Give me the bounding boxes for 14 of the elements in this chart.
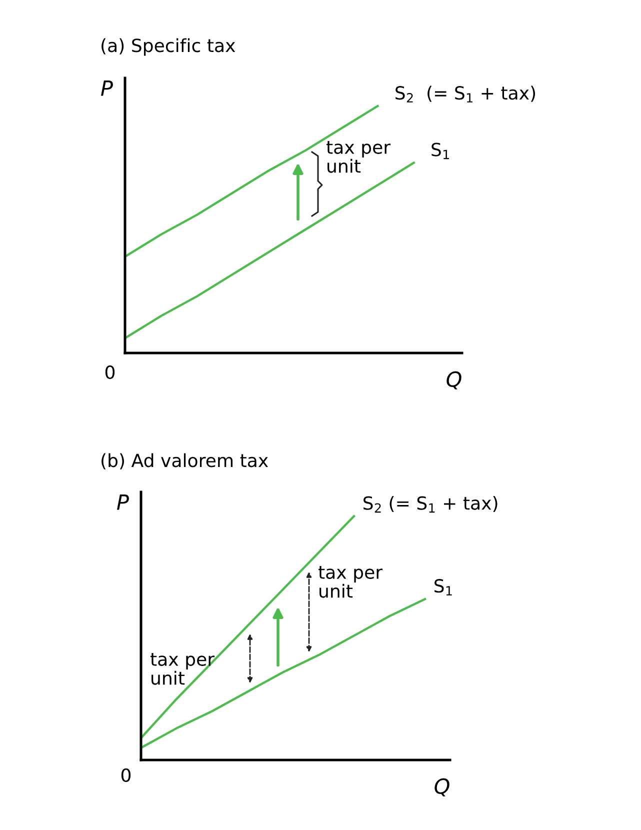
- chart-title: (a) Specific tax: [102, 38, 236, 56]
- x-axis-title: Q: [446, 371, 462, 390]
- y-axis-title: P: [117, 494, 129, 510]
- text: 0: [105, 365, 115, 379]
- x-axis-title: Q: [434, 778, 450, 796]
- series-label: S$_{1}$: [434, 579, 452, 596]
- y-axis-title: P: [101, 80, 113, 96]
- text: 0: [121, 768, 131, 782]
- series-label: S$_{2}$ (= S$_{1}$ + tax): [396, 86, 536, 102]
- series-label: S$_{1}$: [432, 142, 449, 160]
- series-label: S$_{2}$ (= S$_{1}$ + tax): [364, 496, 498, 513]
- annotation: tax per unit: [318, 566, 383, 598]
- annotation: tax per unit: [326, 141, 391, 173]
- chart-title: (b) Ad valorem tax: [102, 453, 268, 470]
